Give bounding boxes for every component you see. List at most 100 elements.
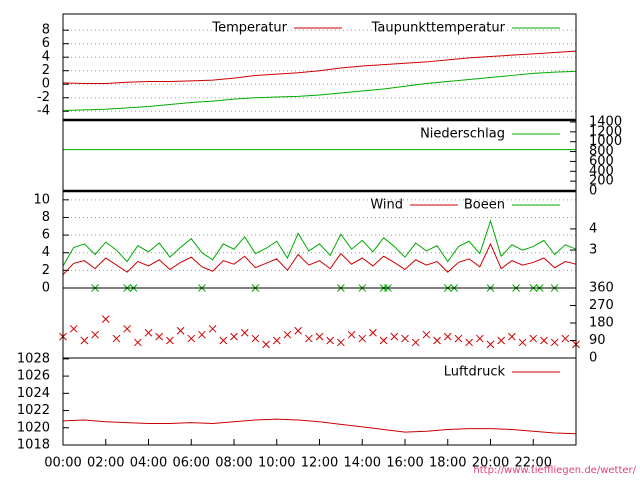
- point: [155, 332, 164, 341]
- series-line: [62, 50, 577, 85]
- point: [262, 340, 270, 349]
- point: [219, 336, 228, 345]
- point: [240, 328, 249, 337]
- point: [508, 332, 516, 341]
- y2-tick-label: 3: [589, 243, 597, 258]
- x-tick-label: 16:00: [386, 456, 423, 471]
- point: [294, 326, 302, 335]
- y-tick-label: 1022: [17, 403, 50, 418]
- y2-tick-label: 4: [589, 221, 597, 236]
- y-tick-label: 1024: [17, 386, 50, 401]
- series-line: [62, 219, 577, 267]
- y-tick-label: -4: [37, 104, 50, 119]
- point: [304, 334, 313, 343]
- y-tick-label: 0: [42, 281, 50, 296]
- y-tick-label: 6: [42, 228, 50, 243]
- panel-frame: [62, 287, 577, 359]
- legend-label: Luftdruck: [444, 365, 506, 380]
- point: [443, 332, 452, 341]
- legend-label: Wind: [370, 198, 403, 213]
- y-tick-label: 2: [42, 263, 50, 278]
- point: [390, 332, 399, 341]
- y2-tick-label: 1400: [589, 114, 622, 129]
- point: [112, 334, 121, 343]
- series-line: [62, 70, 577, 112]
- x-tick-label: 12:00: [301, 456, 338, 471]
- series-line: [62, 242, 577, 276]
- point: [422, 330, 431, 339]
- point: [123, 324, 131, 333]
- y2-tick-label: 270: [589, 298, 614, 313]
- point: [80, 336, 89, 345]
- y-tick-label: 4: [42, 245, 50, 260]
- series-line: [62, 418, 577, 435]
- y2-tick-label: 1000: [589, 134, 622, 149]
- x-tick-label: 06:00: [173, 456, 210, 471]
- point: [198, 330, 206, 339]
- y-tick-label: 6: [42, 36, 50, 51]
- point: [337, 338, 345, 347]
- point: [283, 330, 292, 339]
- point: [144, 328, 153, 337]
- x-tick-label: 10:00: [258, 456, 295, 471]
- y-tick-label: 1028: [17, 351, 50, 366]
- point: [550, 338, 559, 347]
- y2-tick-label: 600: [589, 154, 614, 169]
- point: [251, 334, 260, 343]
- point: [475, 334, 484, 343]
- y-tick-label: 2: [42, 63, 50, 78]
- y2-tick-label: 90: [589, 333, 606, 348]
- legend-label: Boeen: [464, 198, 505, 213]
- point: [230, 332, 238, 341]
- point: [540, 336, 548, 345]
- point: [133, 338, 142, 347]
- legend-label: Taupunkttemperatur: [371, 21, 506, 36]
- y2-tick-label: 200: [589, 174, 614, 189]
- x-tick-label: 22:00: [515, 456, 552, 471]
- point: [91, 330, 99, 339]
- legend-label: Niederschlag: [420, 127, 505, 142]
- point: [465, 338, 473, 347]
- y-tick-label: 8: [42, 210, 50, 225]
- point: [486, 340, 495, 349]
- x-tick-label: 04:00: [130, 456, 167, 471]
- point: [69, 324, 78, 333]
- y-tick-label: 4: [42, 50, 50, 65]
- point: [497, 336, 506, 345]
- x-tick-label: 14:00: [344, 456, 381, 471]
- point: [187, 334, 196, 343]
- point: [379, 336, 388, 345]
- y-tick-label: 1018: [17, 438, 50, 453]
- y-tick-label: 0: [42, 77, 50, 92]
- point: [326, 336, 335, 345]
- y-tick-label: 1020: [17, 420, 50, 435]
- x-tick-label: 08:00: [215, 456, 252, 471]
- point: [272, 336, 281, 345]
- point: [529, 334, 538, 343]
- source-url: http://www.tieffliegen.de/wetter/: [473, 465, 636, 476]
- point: [208, 324, 217, 333]
- point: [358, 334, 367, 343]
- x-tick-label: 00:00: [44, 456, 81, 471]
- y2-tick-label: 360: [589, 281, 614, 296]
- point: [518, 338, 527, 347]
- y2-tick-label: 1200: [589, 124, 622, 139]
- y2-tick-label: 0: [589, 184, 597, 199]
- point: [369, 328, 377, 337]
- point: [433, 336, 441, 345]
- y-tick-label: 8: [42, 23, 50, 38]
- y2-tick-label: 180: [589, 316, 614, 331]
- x-tick-label: 02:00: [87, 456, 124, 471]
- point: [401, 334, 409, 343]
- point: [101, 315, 110, 323]
- y-tick-label: 10: [33, 192, 50, 207]
- legend-label: Temperatur: [211, 21, 287, 36]
- y-tick-label: 1026: [17, 369, 50, 384]
- y-tick-label: -2: [37, 90, 50, 105]
- y2-tick-label: 0: [589, 351, 597, 366]
- point: [176, 326, 185, 335]
- point: [454, 334, 463, 343]
- point: [315, 332, 324, 341]
- point: [561, 334, 570, 343]
